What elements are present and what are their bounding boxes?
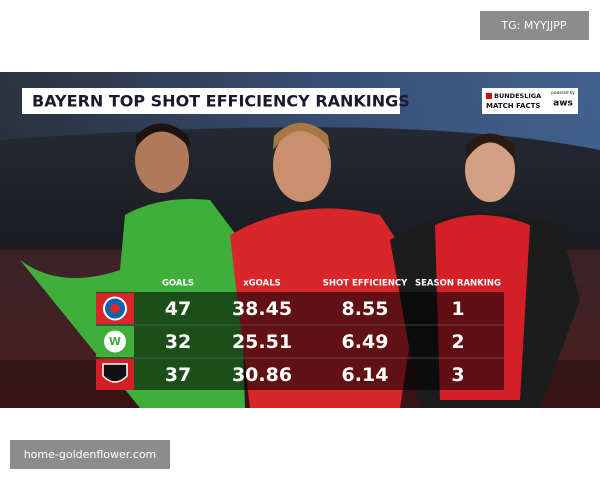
title: BAYERN TOP SHOT EFFICIENCY RANKINGS (32, 92, 410, 111)
column-header: SEASON RANKING (415, 279, 501, 289)
table-cell: 1 (451, 298, 464, 320)
table-cell: 37 (165, 364, 191, 386)
brand-powered: powered by (551, 90, 575, 95)
brand-box (482, 88, 578, 114)
brand-line: MATCH FACTS (486, 102, 540, 110)
table-background (96, 292, 504, 390)
watermark: home-goldenflower.com (24, 448, 157, 461)
watermark: TG: MYYJJPP (500, 19, 566, 32)
table-cell: 8.55 (342, 298, 389, 320)
table-cell: 30.86 (232, 364, 292, 386)
table-cell: 6.49 (342, 331, 389, 353)
club-logo: W (96, 326, 134, 357)
table-cell: 6.14 (342, 364, 389, 386)
column-header: GOALS (162, 279, 194, 289)
club-logo (96, 359, 134, 390)
infographic: BAYERN TOP SHOT EFFICIENCY RANKINGS BUND… (0, 72, 600, 408)
table-cell: 47 (165, 298, 191, 320)
column-header: xGOALS (243, 279, 281, 289)
brand-icon (486, 93, 492, 99)
brand-line: BUNDESLIGA (494, 92, 541, 100)
stats-table: W GOALS xGOALS SHOT EFFICIENCY SEASON RANKI… (96, 279, 504, 390)
watermark-box (10, 440, 170, 469)
club-logo (96, 293, 134, 324)
table-cell: 38.45 (232, 298, 292, 320)
table-cell: 25.51 (232, 331, 292, 353)
table-cell: 32 (165, 331, 191, 353)
svg-text:W: W (109, 335, 121, 348)
table-cell: 2 (451, 331, 464, 353)
column-header: SHOT EFFICIENCY (323, 279, 408, 289)
brand-sponsor: aws (553, 99, 573, 109)
title-bar (22, 88, 400, 114)
watermark-box (480, 11, 589, 40)
table-cell: 3 (451, 364, 464, 386)
